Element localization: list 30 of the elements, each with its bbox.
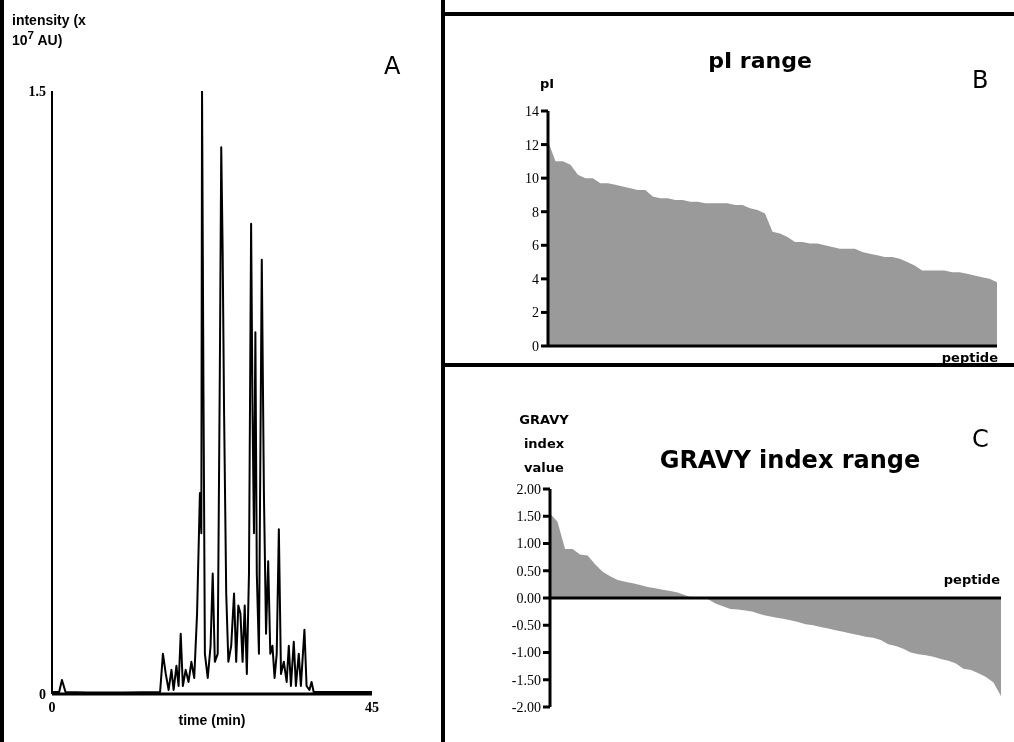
y-tick-label: 2.00 bbox=[516, 481, 541, 497]
y-tick-label: -2.00 bbox=[511, 699, 541, 715]
y-axis-title: GRAVY index value bbox=[518, 411, 570, 477]
y-tick-label: 0.00 bbox=[516, 590, 541, 606]
y-tick-label: 14 bbox=[525, 103, 539, 119]
y-tick-label: 8 bbox=[532, 204, 539, 220]
y-tick-label: 2 bbox=[532, 305, 539, 321]
x-axis-title: peptide bbox=[940, 350, 998, 365]
y-tick-label: 0.50 bbox=[516, 563, 541, 579]
chart-title: pI range bbox=[707, 48, 813, 73]
x-axis-title: peptide bbox=[942, 572, 1000, 587]
text: A bbox=[384, 52, 401, 80]
y-tick-label: -1.00 bbox=[511, 645, 541, 661]
y-tick-label: 4 bbox=[532, 271, 539, 287]
chart-title: GRAVY index range bbox=[658, 446, 922, 474]
text: C bbox=[972, 425, 989, 453]
y-tick-label: 6 bbox=[532, 238, 539, 254]
y-axis-title: intensity (x 10$^{7}$ AU) bbox=[12, 12, 87, 48]
x-tick-label: 45 bbox=[365, 699, 379, 715]
y-tick-label: 1.00 bbox=[516, 536, 541, 552]
y-tick-label: -1.50 bbox=[511, 672, 541, 688]
y-tick-label: 1.5 bbox=[28, 83, 46, 99]
y-axis-title: pI bbox=[540, 76, 556, 91]
y-tick-label: 1.50 bbox=[516, 509, 541, 525]
x-axis-title: time (min) bbox=[178, 712, 246, 728]
y-tick-label: 0 bbox=[532, 338, 539, 354]
y-tick-label: 10 bbox=[525, 171, 539, 187]
text: B bbox=[972, 66, 989, 94]
y-tick-label: -0.50 bbox=[511, 618, 541, 634]
y-tick-label: 12 bbox=[525, 137, 539, 153]
